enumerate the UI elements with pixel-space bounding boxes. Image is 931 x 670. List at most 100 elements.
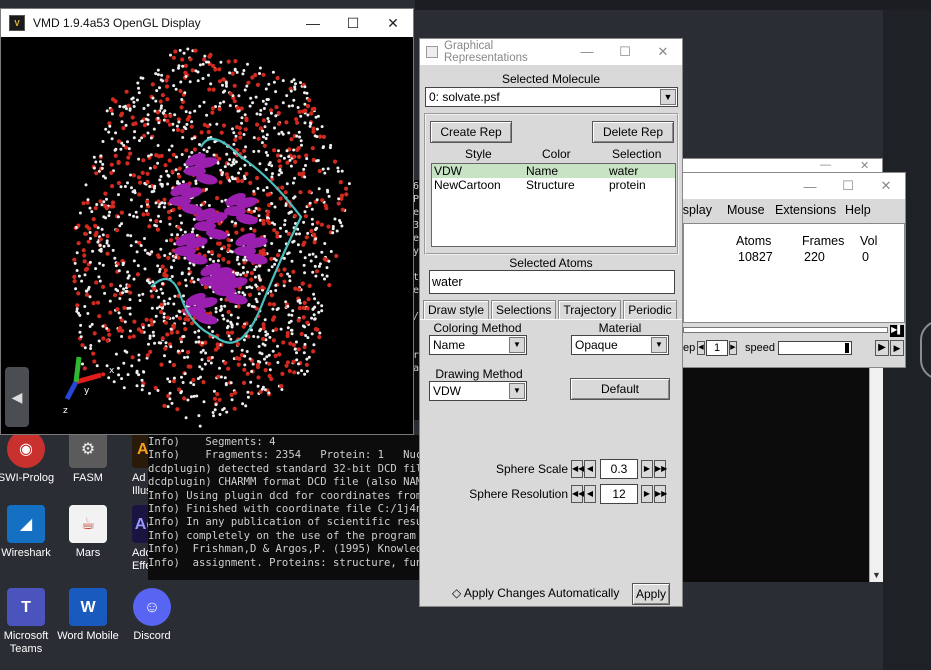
selected-molecule-dropdown[interactable]: 0: solvate.psf ▼ xyxy=(425,87,678,107)
rep-table-header: Style Color Selection xyxy=(426,147,681,161)
coloring-method-dropdown[interactable]: Name ▼ xyxy=(429,335,527,355)
dropdown-arrow-icon[interactable]: ▼ xyxy=(651,337,667,353)
minimize-icon[interactable]: — xyxy=(306,14,320,31)
menu-display[interactable]: isplay xyxy=(680,203,712,217)
console-scrollbar[interactable]: ▼ xyxy=(869,368,883,582)
main-menubar: isplay Mouse Extensions Help xyxy=(680,203,905,221)
close-icon[interactable]: ✕ xyxy=(657,44,669,59)
dropdown-arrow-icon[interactable]: ▼ xyxy=(509,383,525,399)
apply-automatically-label: Apply Changes Automatically xyxy=(463,586,620,600)
menu-extensions[interactable]: Extensions xyxy=(775,203,837,217)
selected-atoms-input[interactable]: water xyxy=(429,270,675,294)
console-edge-char: P xyxy=(413,194,420,205)
rep-tabs: Draw style Selections Trajectory Periodi… xyxy=(423,300,679,320)
speed-slider[interactable] xyxy=(778,341,852,355)
console-output-area xyxy=(682,368,870,582)
menu-mouse[interactable]: Mouse xyxy=(727,203,765,217)
desktop-icon-teams[interactable]: T Microsoft Teams xyxy=(0,588,58,656)
desktop-icon-swi-prolog[interactable]: ◉ SWI-Prolog xyxy=(0,430,58,485)
rep-row[interactable]: NewCartoon Structure protein xyxy=(432,178,675,192)
desktop-icon-discord[interactable]: ☺ Discord xyxy=(120,588,184,643)
molecule-viewport[interactable]: x y z ◀ xyxy=(1,37,413,434)
close-icon[interactable]: ✕ xyxy=(387,14,399,31)
sphere-resolution-input[interactable]: 12 xyxy=(600,484,638,504)
rep-color: Structure xyxy=(526,178,575,192)
rep-row[interactable]: VDW Name water xyxy=(432,164,675,178)
default-button[interactable]: Default xyxy=(570,378,670,400)
desktop-icon-word[interactable]: W Word Mobile xyxy=(56,588,120,643)
close-icon[interactable]: ✕ xyxy=(880,178,892,193)
sphere-scale-fast-down-icon[interactable]: ◀◀ xyxy=(571,460,584,478)
vmd-console[interactable]: Info) Segments: 4 Info) Fragments: 2354 P… xyxy=(148,435,420,580)
desktop-icon-fasm[interactable]: ⚙ FASM xyxy=(56,430,120,485)
desktop-icon-mars[interactable]: ☕ Mars xyxy=(56,505,120,560)
collapse-arrow-icon[interactable]: ◀ xyxy=(5,367,29,427)
drawing-method-value: VDW xyxy=(433,384,461,398)
desktop-icon-label: Ad Illus xyxy=(132,472,152,497)
maximize-icon[interactable]: ☐ xyxy=(346,14,360,31)
maximize-icon[interactable]: ☐ xyxy=(842,178,854,193)
step-forward-icon[interactable]: ▶ xyxy=(890,340,904,356)
rep-list[interactable]: VDW Name water NewCartoon Structure prot… xyxy=(431,163,676,247)
desktop-icon-wireshark[interactable]: ◢ Wireshark xyxy=(0,505,58,560)
maximize-icon[interactable]: ☐ xyxy=(619,44,631,59)
create-rep-button[interactable]: Create Rep xyxy=(430,121,512,143)
sphere-res-up-icon[interactable]: ▶ xyxy=(641,485,653,503)
menu-help[interactable]: Help xyxy=(845,203,871,217)
desktop-icon-illustrator[interactable]: Ai Ad Illus xyxy=(120,430,158,498)
dropdown-arrow-icon[interactable]: ▼ xyxy=(660,89,676,105)
sphere-scale-down-icon[interactable]: ◀ xyxy=(584,460,596,478)
material-dropdown[interactable]: Opaque ▼ xyxy=(571,335,669,355)
apply-automatically-toggle[interactable]: ◇ Apply Changes Automatically xyxy=(452,586,619,600)
rep-color: Name xyxy=(526,164,559,178)
scroll-down-icon[interactable]: ▼ xyxy=(872,570,881,580)
frame-slider[interactable] xyxy=(683,327,888,333)
desktop-icon-label: Adob Effect xyxy=(132,547,160,572)
sphere-res-fast-up-icon[interactable]: ▶▶ xyxy=(654,485,667,503)
window-icon xyxy=(426,46,438,58)
minimize-icon[interactable]: — xyxy=(580,44,594,59)
tab-selections[interactable]: Selections xyxy=(491,300,557,320)
molecule-rendering: x y z xyxy=(63,47,351,428)
step-label: ep xyxy=(683,342,696,354)
apply-button[interactable]: Apply xyxy=(632,583,670,605)
axis-label-y: y xyxy=(84,386,90,396)
tab-trajectory[interactable]: Trajectory xyxy=(558,300,622,320)
coloring-method-label: Coloring Method xyxy=(433,321,522,335)
rep-style: VDW xyxy=(434,164,462,178)
selected-molecule-value: 0: solvate.psf xyxy=(429,90,500,104)
sphere-scale-fast-up-icon[interactable]: ▶▶ xyxy=(654,460,667,478)
close-icon[interactable]: ✕ xyxy=(860,160,870,172)
molecule-list[interactable]: Atoms Frames Vol 10827 220 0 xyxy=(683,223,905,323)
console-edge-char: / xyxy=(413,311,420,322)
desktop-icon-label: SWI-Prolog xyxy=(0,472,55,484)
delete-rep-button[interactable]: Delete Rep xyxy=(592,121,674,143)
minimize-icon[interactable]: — xyxy=(820,159,831,171)
drawing-method-dropdown[interactable]: VDW ▼ xyxy=(429,381,527,401)
col-atoms: Atoms xyxy=(736,234,772,248)
play-forward-icon[interactable]: ▶ xyxy=(875,340,889,356)
tab-draw-style[interactable]: Draw style xyxy=(423,300,490,320)
desktop-icon-after-effects[interactable]: Ae Adob Effect xyxy=(120,505,160,573)
step-input[interactable]: 1 xyxy=(706,340,728,356)
sphere-res-down-icon[interactable]: ◀ xyxy=(584,485,596,503)
sphere-res-fast-down-icon[interactable]: ◀◀ xyxy=(571,485,584,503)
step-up-icon[interactable]: ▶ xyxy=(729,341,737,355)
mars-icon: ☕ xyxy=(69,505,107,543)
animation-controls: ▶▌ ep ◀ 1 ▶ speed ▶ ▶ xyxy=(683,325,905,365)
minimize-icon[interactable]: — xyxy=(803,178,817,194)
sphere-scale-up-icon[interactable]: ▶ xyxy=(641,460,653,478)
console-line: dcdplugin) detected standard 32-bit DCD … xyxy=(148,462,420,475)
tab-periodic[interactable]: Periodic xyxy=(623,300,677,320)
desktop-icon-label: FASM xyxy=(73,472,103,484)
console-edge-char: y xyxy=(413,246,420,257)
desktop-icon-label: Wireshark xyxy=(1,547,51,559)
sphere-scale-input[interactable]: 0.3 xyxy=(600,459,638,479)
axes-indicator: x y z xyxy=(63,356,115,416)
dropdown-arrow-icon[interactable]: ▼ xyxy=(509,337,525,353)
step-down-icon[interactable]: ◀ xyxy=(697,341,705,355)
last-frame-icon[interactable]: ▶▌ xyxy=(890,325,904,337)
selected-atoms-label: Selected Atoms xyxy=(509,256,593,270)
console-line: Info) Fragments: 2354 Protein: 1 Nucle xyxy=(148,449,420,462)
